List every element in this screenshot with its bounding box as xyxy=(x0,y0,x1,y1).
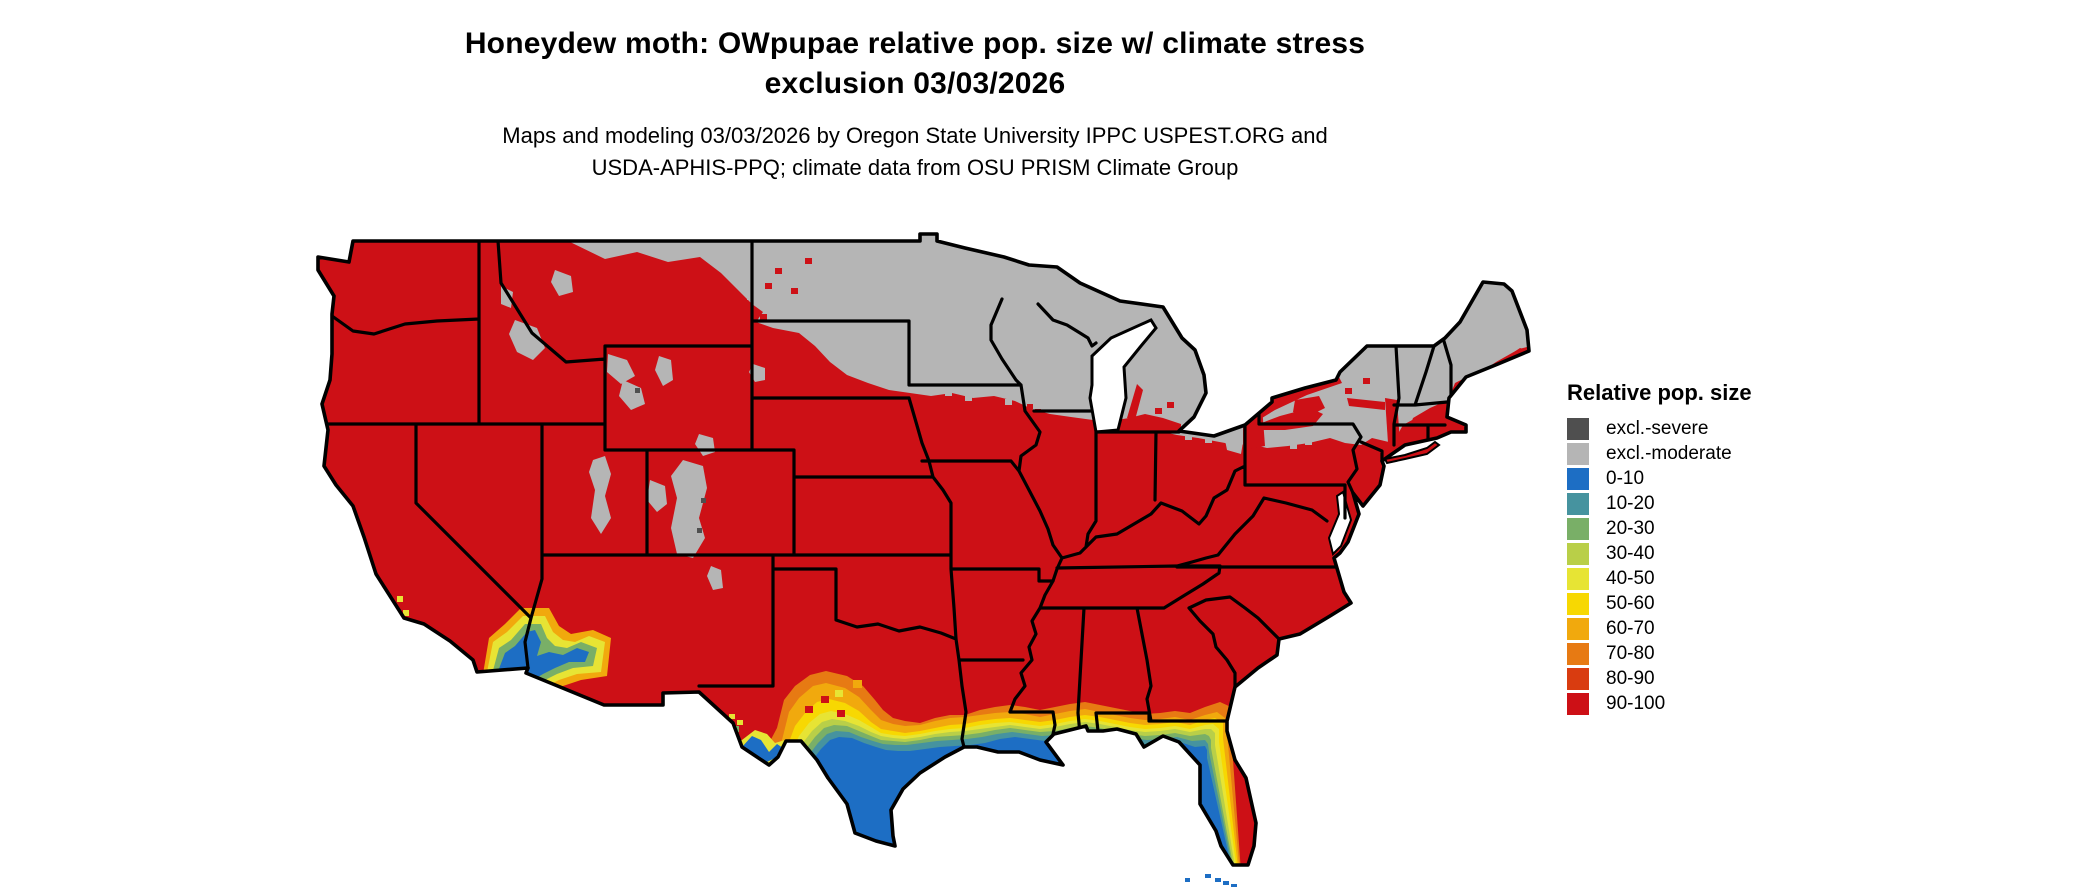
legend-label: excl.-severe xyxy=(1606,417,1709,439)
legend-label: 90-100 xyxy=(1606,692,1666,714)
map-title-line2: exclusion 03/03/2026 xyxy=(764,67,1066,100)
legend-swatch-50-60 xyxy=(1567,592,1589,615)
map-title-line1: Honeydew moth: OWpupae relative pop. siz… xyxy=(464,27,1366,60)
long-island xyxy=(1383,440,1441,465)
legend-row-40-50: 40-50 xyxy=(1567,566,1867,591)
legend-row-excl.-severe: excl.-severe xyxy=(1567,416,1867,441)
legend-swatch-20-30 xyxy=(1567,517,1589,540)
florida-keys xyxy=(1185,874,1237,887)
legend-label: excl.-moderate xyxy=(1606,442,1732,464)
us-map xyxy=(305,228,1545,892)
legend-swatch-10-20 xyxy=(1567,492,1589,515)
legend-label: 50-60 xyxy=(1606,592,1655,614)
legend-swatch-0-10 xyxy=(1567,467,1589,490)
legend-swatch-60-70 xyxy=(1567,617,1589,640)
legend-label: 20-30 xyxy=(1606,517,1655,539)
legend-label: 60-70 xyxy=(1606,617,1655,639)
legend-row-70-80: 70-80 xyxy=(1567,641,1867,666)
legend-swatch-40-50 xyxy=(1567,567,1589,590)
map-title: Honeydew moth: OWpupae relative pop. siz… xyxy=(0,24,1830,104)
us-map-svg xyxy=(316,232,1531,887)
legend-row-0-10: 0-10 xyxy=(1567,466,1867,491)
legend-row-90-100: 90-100 xyxy=(1567,691,1867,716)
legend-swatch-90-100 xyxy=(1567,692,1589,715)
legend: Relative pop. size excl.-severe excl.-mod… xyxy=(1567,380,1867,716)
legend-row-60-70: 60-70 xyxy=(1567,616,1867,641)
legend-row-80-90: 80-90 xyxy=(1567,666,1867,691)
legend-row-excl.-moderate: excl.-moderate xyxy=(1567,441,1867,466)
legend-swatch-excl.-moderate xyxy=(1567,442,1589,465)
country-outline xyxy=(316,232,1531,867)
legend-row-10-20: 10-20 xyxy=(1567,491,1867,516)
map-subtitle: Maps and modeling 03/03/2026 by Oregon S… xyxy=(0,120,1830,184)
map-subtitle-line1: Maps and modeling 03/03/2026 by Oregon S… xyxy=(502,123,1328,148)
legend-label: 40-50 xyxy=(1606,567,1655,589)
legend-label: 30-40 xyxy=(1606,542,1655,564)
state-borders xyxy=(320,239,1453,749)
region-0-10-band xyxy=(735,735,1245,865)
region-excl-moderate-mountains xyxy=(501,256,1312,590)
legend-row-50-60: 50-60 xyxy=(1567,591,1867,616)
legend-swatch-excl.-severe xyxy=(1567,417,1589,440)
legend-label: 0-10 xyxy=(1606,467,1645,489)
legend-label: 70-80 xyxy=(1606,642,1655,664)
legend-label: 80-90 xyxy=(1606,667,1655,689)
legend-row-30-40: 30-40 xyxy=(1567,541,1867,566)
legend-items: excl.-severe excl.-moderate 0-10 10-20 20-30… xyxy=(1567,416,1867,716)
legend-label: 10-20 xyxy=(1606,492,1655,514)
map-subtitle-line2: USDA-APHIS-PPQ; climate data from OSU PR… xyxy=(591,155,1239,180)
legend-row-20-30: 20-30 xyxy=(1567,516,1867,541)
legend-swatch-70-80 xyxy=(1567,642,1589,665)
legend-swatch-80-90 xyxy=(1567,667,1589,690)
map-raster-layers xyxy=(318,234,1529,865)
legend-swatch-30-40 xyxy=(1567,542,1589,565)
legend-title: Relative pop. size xyxy=(1567,380,1752,405)
